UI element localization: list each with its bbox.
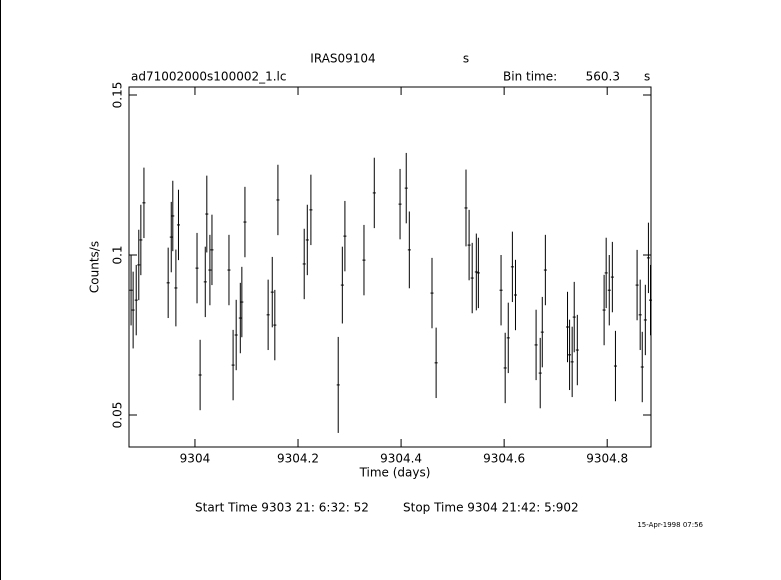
bin-time-label: Bin time: (503, 70, 557, 84)
x-tick-label: 9304.6 (483, 452, 525, 466)
y-tick-label: 0.05 (111, 402, 125, 429)
y-axis-label: Counts/s (88, 241, 102, 293)
date-stamp: 15-Apr-1998 07:56 (637, 521, 703, 529)
x-tick-label: 9304.8 (586, 452, 628, 466)
x-tick-label: 9304 (180, 452, 211, 466)
x-tick-label: 9304.4 (380, 452, 422, 466)
start-time: Start Time 9303 21: 6:32: 52 (195, 501, 369, 515)
x-tick-label: 9304.2 (277, 452, 319, 466)
bin-time-unit: s (644, 70, 650, 84)
stop-time: Stop Time 9304 21:42: 5:902 (403, 501, 579, 515)
y-tick-label: 0.15 (111, 82, 125, 109)
bin-time-value: 560.3 (586, 70, 620, 84)
chart-title: ad71002000s100002_1.lc (131, 70, 287, 84)
plot-frame (128, 86, 652, 448)
y-tick-label: 0.1 (111, 245, 125, 264)
x-axis-label: Time (days) (359, 466, 431, 480)
object-name: IRAS09104 (310, 52, 375, 66)
object-unit: s (463, 52, 469, 66)
